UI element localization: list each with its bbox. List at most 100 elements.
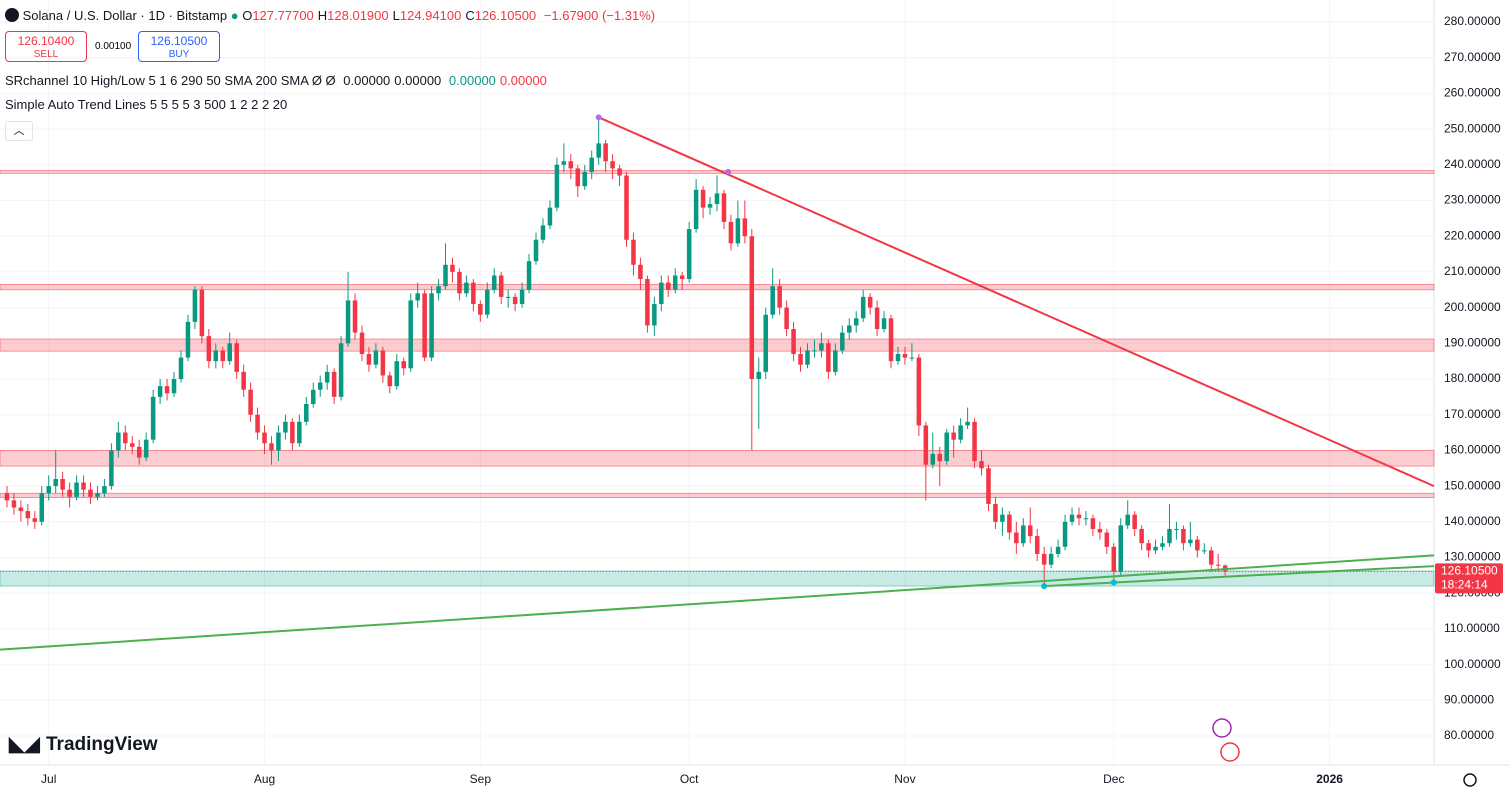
candle-body <box>519 289 525 305</box>
candle-body <box>666 282 671 290</box>
candle-body <box>32 518 38 522</box>
indicator-name: SRchannel <box>5 73 69 88</box>
y-tick-label: 220.00000 <box>1444 228 1501 242</box>
candle-body <box>937 453 943 462</box>
candle-body <box>1062 521 1068 547</box>
y-tick-label: 180.00000 <box>1444 371 1501 385</box>
change: −1.67900 (−1.31%) <box>543 8 656 23</box>
candle-body <box>777 286 782 308</box>
brand-logo: ◣◢ <box>8 733 40 755</box>
candle-body <box>540 225 546 240</box>
candle-body <box>1034 536 1040 554</box>
candle-body <box>74 482 79 497</box>
candle-body <box>707 204 713 208</box>
y-tick-label: 110.00000 <box>1444 621 1500 635</box>
candle-body <box>95 493 100 497</box>
candle-body <box>505 296 511 298</box>
ohlc-key: C <box>465 8 475 23</box>
candle-body <box>429 293 434 358</box>
candle-body <box>686 229 692 280</box>
pivot-point <box>595 114 602 121</box>
candle-body <box>11 500 17 508</box>
collapse-button[interactable]: ︿ <box>5 121 33 141</box>
event-icon[interactable] <box>1212 718 1232 738</box>
candle-body <box>679 275 685 280</box>
candle-body <box>199 289 205 337</box>
candle-body <box>770 286 775 315</box>
candle-body <box>895 354 901 362</box>
candle-body <box>645 279 650 326</box>
candle-body <box>819 343 824 351</box>
candle-body <box>422 293 427 358</box>
y-tick-label: 170.00000 <box>1444 407 1501 421</box>
pivot-point <box>1041 583 1048 590</box>
candle-body <box>526 261 532 290</box>
candle-body <box>1208 550 1214 565</box>
indicator-params: 5 5 5 5 3 500 1 2 2 2 20 <box>149 97 288 112</box>
sell-button[interactable]: 126.10400 SELL <box>5 31 87 62</box>
candle-body <box>380 350 386 376</box>
y-tick-label: 150.00000 <box>1444 478 1501 492</box>
candle-body <box>450 264 455 272</box>
candle-body <box>582 171 588 187</box>
candle-body <box>1215 564 1221 566</box>
candle-body <box>283 421 288 433</box>
candle-body <box>721 193 727 222</box>
candle-body <box>373 350 379 365</box>
candle-body <box>596 143 601 158</box>
candle-body <box>554 164 560 208</box>
candle-body <box>965 421 970 426</box>
candle-body <box>304 403 309 422</box>
indicator-value: 0.00000 <box>499 73 547 88</box>
candle-body <box>742 218 748 237</box>
candle-body <box>401 361 407 369</box>
y-tick-label: 270.00000 <box>1444 50 1501 64</box>
y-tick-label: 90.00000 <box>1444 692 1494 706</box>
candle-body <box>916 357 922 426</box>
candle-body <box>833 350 838 372</box>
candle-body <box>624 175 629 240</box>
brand-name: TradingView <box>46 734 158 755</box>
candle-body <box>457 271 462 294</box>
events-flag[interactable] <box>1220 742 1240 762</box>
candle-body <box>1090 518 1096 529</box>
candle-body <box>784 307 789 330</box>
y-tick-label: 80.00000 <box>1444 728 1494 742</box>
candle-body <box>324 371 330 383</box>
candle-body <box>387 375 393 387</box>
candle-body <box>1069 514 1075 522</box>
candle-body <box>471 282 476 305</box>
candle-body <box>575 168 581 187</box>
candle-body <box>60 478 65 490</box>
candle-body <box>902 354 908 358</box>
candle-body <box>986 468 991 504</box>
candle-body <box>67 489 72 497</box>
candle-body <box>533 239 539 262</box>
candle-body <box>1021 525 1026 544</box>
candle-body <box>255 414 260 433</box>
candle-body <box>512 296 518 305</box>
ohlc-legend: O127.77700 H128.01900 L124.94100 C126.10500 <box>242 8 540 23</box>
candle-body <box>415 293 420 301</box>
y-tick-label: 200.00000 <box>1444 300 1501 314</box>
y-tick-label: 130.00000 <box>1444 550 1501 564</box>
ohlc-value: 127.77700 <box>252 8 314 23</box>
candle-body <box>631 239 636 265</box>
candle-body <box>359 332 365 355</box>
plot-area <box>0 0 1435 765</box>
ohlc-value: 124.94100 <box>399 8 462 23</box>
candle-body <box>610 161 615 169</box>
settings-icon[interactable] <box>1463 773 1477 787</box>
candle-body <box>749 236 755 380</box>
candle-body <box>443 264 448 287</box>
candle-body <box>791 329 796 355</box>
candle-body <box>846 325 852 333</box>
candle-body <box>213 350 219 362</box>
candle-body <box>116 432 121 451</box>
candle-body <box>25 511 31 519</box>
candle-body <box>603 143 608 162</box>
buy-button[interactable]: 126.10500 BUY <box>138 31 220 62</box>
pivot-point <box>1110 579 1117 586</box>
sr-zone <box>0 492 1435 498</box>
